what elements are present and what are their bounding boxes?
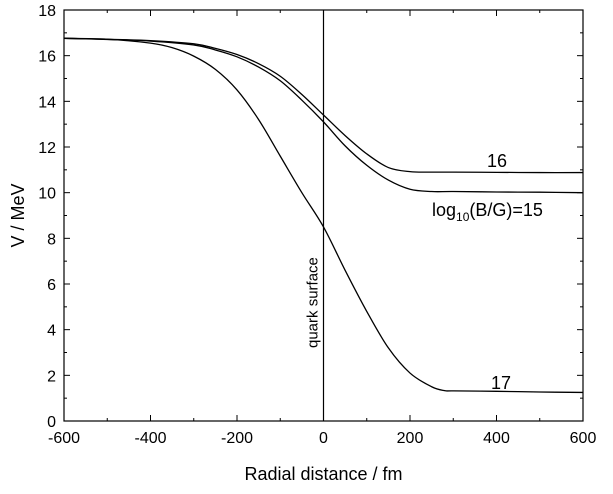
x-tick-label: 600	[570, 430, 597, 447]
y-tick-label: 0	[47, 414, 56, 431]
y-tick-label: 10	[38, 186, 56, 203]
y-tick-label: 4	[47, 323, 56, 340]
x-tick-label: -200	[221, 430, 253, 447]
y-axis-title: V / MeV	[8, 183, 28, 247]
plot-frame	[63, 9, 584, 422]
x-axis-title: Radial distance / fm	[244, 464, 402, 484]
ticks-layer: -600 -400 -200 0 200 400 600 0 2 4 6 8 10 12 14 16 18	[38, 3, 596, 447]
y-tick-label: 2	[47, 368, 56, 385]
y-tick-label: 8	[47, 231, 56, 248]
x-tick-label: 200	[397, 430, 424, 447]
y-tick-label: 12	[38, 140, 56, 157]
y-tick-label: 18	[38, 3, 56, 20]
quark-surface-label: quark surface	[305, 257, 322, 348]
x-tick-label: 400	[483, 430, 510, 447]
series-label-2: 17	[491, 373, 511, 393]
series-label-1: 16	[487, 151, 507, 171]
x-tick-label: 0	[319, 430, 328, 447]
series-labels-layer: log10(B/G)=15 16 17	[432, 151, 543, 393]
series-label-0: log10(B/G)=15	[432, 200, 543, 224]
y-tick-label: 16	[38, 49, 56, 66]
x-tick-label: -600	[48, 430, 80, 447]
x-tick-label: -400	[134, 430, 166, 447]
y-tick-label: 6	[47, 277, 56, 294]
y-tick-label: 14	[38, 94, 56, 111]
